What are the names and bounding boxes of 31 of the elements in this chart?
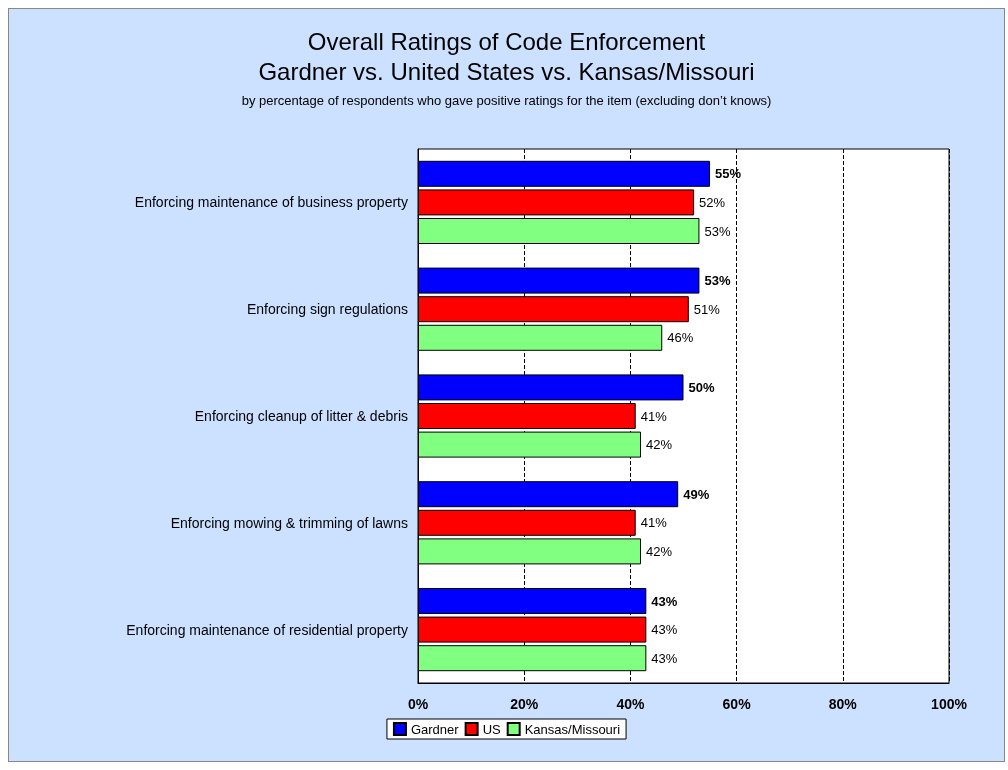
data-label: 51% (693, 301, 721, 317)
data-label: 43% (651, 593, 678, 609)
y-tick-label: Enforcing mowing & trimming of lawns (170, 514, 408, 531)
legend-label: US (482, 721, 502, 737)
y-tick-label: Enforcing sign regulations (246, 301, 408, 318)
x-tick-label: 0% (407, 696, 429, 712)
legend-label: Kansas/Missouri (524, 721, 621, 737)
x-tick-label: 100% (931, 696, 968, 712)
data-label: 41% (640, 515, 668, 531)
data-label: 53% (704, 223, 731, 239)
data-label: 42% (646, 437, 673, 453)
y-tick-label: Enforcing cleanup of litter & debris (194, 408, 408, 424)
data-label: 42% (646, 543, 673, 559)
chart-title: Overall Ratings of Code Enforcement Gardner vs. United States vs. Kansas/Missouri (258, 27, 755, 85)
y-tick-label: Enforcing maintenance of residential property (126, 621, 408, 638)
legend-label: Gardner (410, 721, 460, 737)
x-tick-label: 80% (828, 696, 858, 712)
data-label: 41% (640, 408, 668, 424)
data-label: 55% (715, 166, 742, 182)
x-tick-label: 40% (616, 696, 645, 712)
data-label: 43% (651, 622, 678, 638)
x-tick-label: 20% (510, 696, 539, 712)
data-label: 46% (667, 330, 694, 346)
data-label: 49% (683, 486, 710, 502)
data-label: 53% (704, 273, 731, 289)
data-label: 43% (651, 650, 678, 666)
y-tick-label: Enforcing maintenance of business property (134, 194, 408, 211)
x-tick-label: 60% (722, 696, 752, 712)
chart-subtitle: by percentage of respondents who gave positive ratings for the item (excluding don’t knows) (241, 93, 772, 108)
data-label: 52% (699, 194, 726, 210)
data-label: 50% (688, 379, 715, 395)
